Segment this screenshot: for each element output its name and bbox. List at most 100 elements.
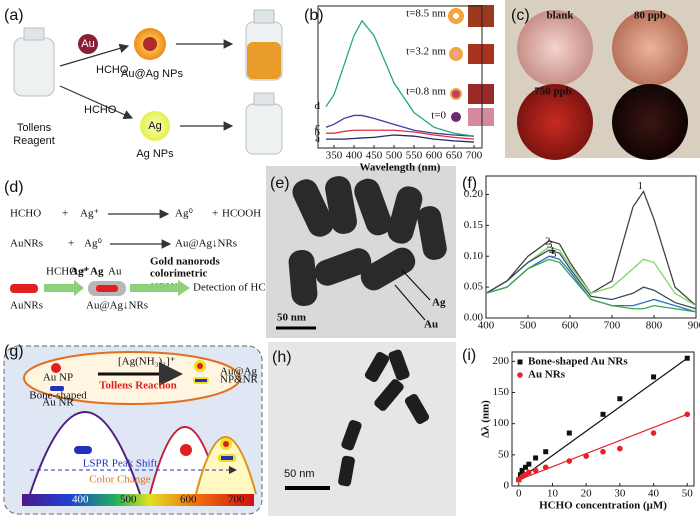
- annotation: t=3.2 nm: [406, 46, 446, 58]
- x-tick-label: 10: [547, 488, 559, 500]
- x-tick-label: 400: [478, 320, 495, 332]
- reaction-box: [23, 351, 241, 405]
- diagram-label: Au NR: [42, 397, 74, 409]
- point: [519, 467, 525, 473]
- ag-particle: [140, 111, 170, 141]
- equation-term: +: [212, 208, 218, 220]
- legend-marker: [517, 372, 523, 378]
- y-tick-label: 100: [493, 417, 510, 429]
- sensor-label: Gold nanorods: [150, 256, 221, 268]
- point: [543, 449, 549, 455]
- point: [526, 469, 532, 476]
- panel-label: (b): [304, 7, 324, 24]
- x-axis-label: Wavelength (nm): [360, 162, 441, 174]
- panel-b-insets: [448, 5, 494, 126]
- vial-photo: [468, 5, 494, 27]
- scheme-label: Au@Ag↓NRs: [86, 300, 148, 312]
- scheme-label: AuNRs: [10, 300, 43, 312]
- bottle-neck: [253, 9, 275, 24]
- pointer: [394, 284, 426, 321]
- x-axis-label: HCHO concentration (μM): [539, 500, 667, 512]
- diagram-label: Tollens Reaction: [99, 380, 177, 392]
- vial-photo: [468, 84, 494, 104]
- series-line: [325, 19, 475, 137]
- scheme-label: Detection of HCHO: [193, 282, 282, 294]
- au-ag-label: Au@Ag NPs: [121, 68, 183, 80]
- orange-solution: [247, 42, 281, 79]
- core: [223, 441, 229, 447]
- diagram-label: [Ag(NH₃)₂]⁺: [118, 356, 176, 368]
- x-tick-label: 20: [581, 488, 593, 500]
- x-tick-label: 450: [366, 150, 383, 162]
- x-tick-label: 30: [614, 488, 626, 500]
- au-nr: [74, 446, 92, 454]
- panel-label: (i): [462, 347, 476, 364]
- au-np: [51, 363, 61, 373]
- equation-term: Ag⁰: [175, 208, 193, 220]
- diagram-label: LSPR Peak Shift: [83, 458, 158, 470]
- panel-h: (h) 50 nm: [268, 342, 456, 516]
- arrow: [59, 43, 130, 67]
- pointer: [401, 269, 431, 301]
- point: [600, 411, 606, 417]
- arrow: [59, 85, 134, 119]
- point: [684, 355, 690, 361]
- fit-line: [518, 357, 688, 481]
- series-label: 4: [549, 245, 555, 257]
- series-line: [485, 258, 697, 313]
- x-tick-label: 600: [426, 150, 443, 162]
- au-nr: [50, 386, 64, 391]
- y-tick-label: 0.05: [464, 281, 484, 293]
- point: [617, 396, 623, 402]
- plot-frame: [511, 351, 695, 487]
- au-label: Au: [424, 319, 438, 331]
- diagram-label: Au NP: [43, 372, 73, 384]
- panel-label: (c): [511, 7, 530, 24]
- series-label: c: [315, 121, 320, 133]
- sample-photo: [612, 84, 688, 160]
- panel-g: (g) Au NP Bone-shaped Au NR [Ag(NH₃)₂]⁺ …: [3, 343, 263, 515]
- equation-term: Ag⁺: [80, 208, 99, 220]
- panel-label: (d): [4, 179, 24, 196]
- hcho-label: HCHO: [96, 64, 129, 76]
- x-tick-label: 400: [346, 150, 363, 162]
- panel-c: (c) blank 80 ppb 750 ppb 20 ppm: [505, 0, 700, 160]
- point: [522, 464, 528, 470]
- y-tick-label: 0.00: [464, 312, 484, 324]
- x-tick-label: 900: [688, 320, 700, 332]
- sample-label: blank: [547, 10, 575, 22]
- diagram-label: Color Change: [89, 474, 151, 486]
- x-tick-label: 700: [466, 150, 483, 162]
- spectrum-tick: 500: [120, 494, 137, 506]
- plot-frame: [317, 5, 483, 149]
- series-line: [485, 255, 697, 313]
- series-label: 5: [551, 248, 557, 260]
- panel-label: (h): [272, 349, 292, 366]
- y-tick-label: 0.20: [464, 188, 484, 200]
- au-particle: [78, 34, 98, 54]
- y-axis-label: Δλ (nm): [480, 400, 492, 438]
- point: [566, 430, 572, 436]
- scheme-label: Ag⁺: [70, 266, 89, 278]
- au-text: Au: [81, 38, 94, 50]
- particle-core: [453, 13, 459, 19]
- particle-icon: [451, 112, 461, 122]
- point: [600, 448, 606, 455]
- equation-term: Au@Ag↓NRs: [175, 238, 237, 250]
- x-tick-label: 800: [646, 320, 663, 332]
- fit-line: [518, 413, 688, 481]
- series-label: 2: [545, 236, 551, 248]
- series-line: [485, 249, 697, 310]
- annotation: t=0.8 nm: [406, 86, 446, 98]
- series-label: a: [315, 133, 320, 145]
- nanorods: [338, 349, 430, 487]
- sample-photo: [517, 10, 593, 86]
- reagent-label: Tollens: [17, 122, 52, 134]
- legend-marker: [517, 359, 523, 365]
- y-tick-label: 200: [493, 355, 510, 367]
- scheme-label: Au: [108, 266, 122, 278]
- panel-label: (f): [462, 175, 477, 192]
- x-tick-label: 350: [326, 150, 343, 162]
- series-label: b: [315, 127, 321, 139]
- rod-core: [96, 285, 118, 292]
